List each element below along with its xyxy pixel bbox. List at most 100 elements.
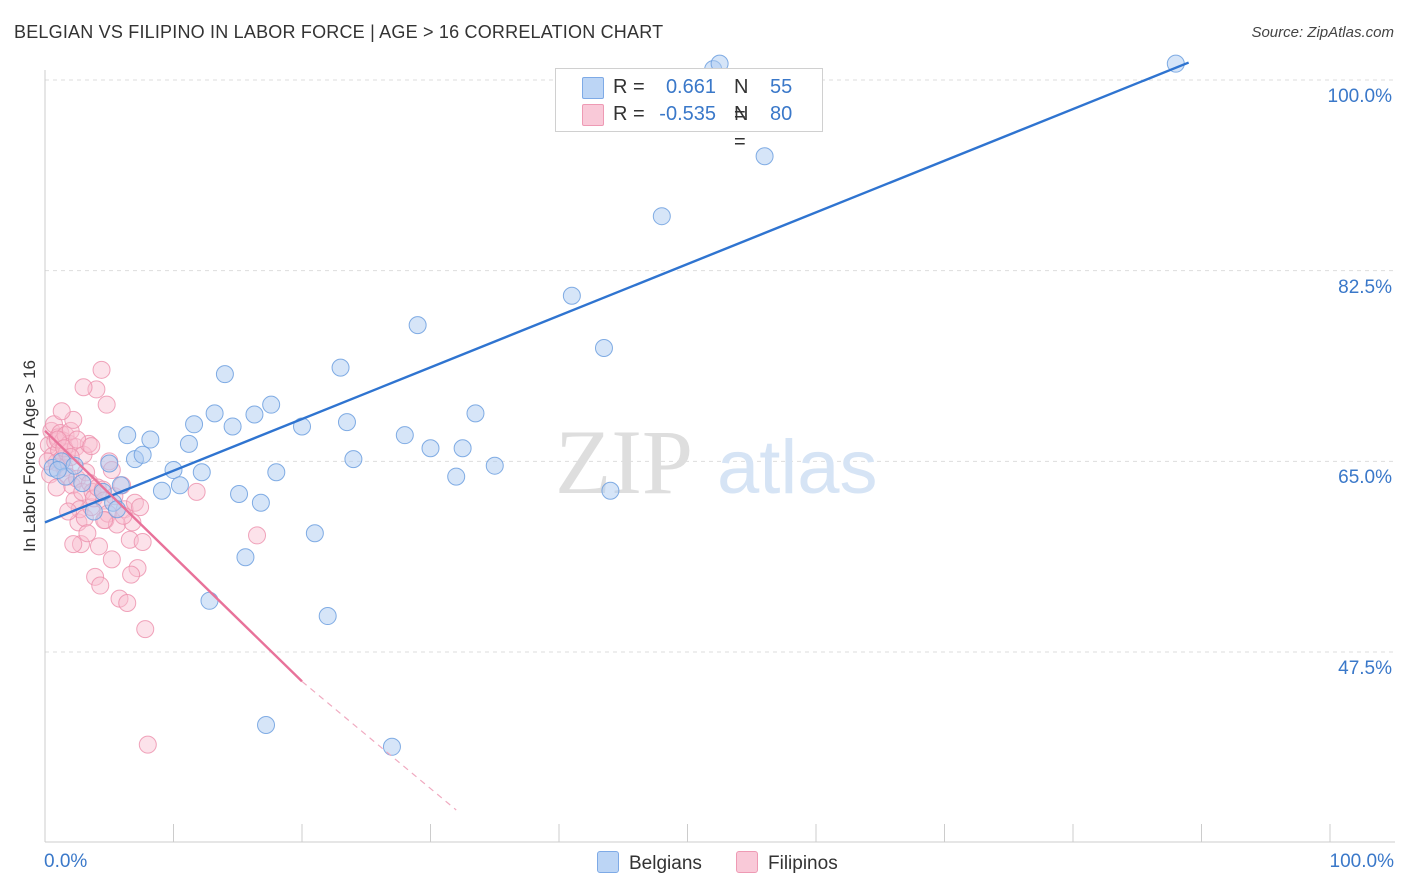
belgian-point bbox=[305, 524, 324, 543]
filipino-point bbox=[123, 513, 142, 532]
y-tick-label: 47.5% bbox=[1338, 658, 1392, 679]
belgian-point bbox=[107, 500, 126, 519]
legend-r-value-filipinos: -0.535 bbox=[659, 103, 716, 125]
belgian-trend-line bbox=[44, 61, 1190, 524]
belgian-point bbox=[179, 434, 198, 453]
filipino-point bbox=[248, 526, 267, 545]
filipino-point bbox=[122, 565, 141, 584]
legend-r-label: R = bbox=[613, 76, 645, 98]
filipino-point bbox=[86, 567, 105, 586]
belgian-point bbox=[652, 207, 671, 226]
correlation-legend: R = 0.661 N = 55 R = -0.535 N = 80 bbox=[555, 68, 823, 153]
filipino-point bbox=[91, 576, 110, 595]
legend-swatch-filipinos bbox=[582, 104, 604, 126]
series-swatch-belgians bbox=[597, 850, 619, 873]
series-legend-belgians[interactable]: Belgians bbox=[597, 850, 702, 877]
filipino-point bbox=[78, 524, 97, 543]
belgian-point bbox=[236, 548, 255, 567]
belgian-point bbox=[421, 439, 440, 458]
legend-n-label: N = bbox=[734, 76, 749, 126]
filipino-point bbox=[138, 735, 157, 754]
belgian-point bbox=[337, 413, 356, 432]
filipino-point bbox=[89, 537, 108, 556]
watermark-atlas: atlas bbox=[717, 425, 878, 510]
y-tick-label: 100.0% bbox=[1327, 86, 1392, 107]
filipino-trend-extension bbox=[301, 680, 457, 811]
filipino-point bbox=[136, 620, 155, 639]
belgian-point bbox=[100, 454, 119, 473]
watermark: ZIP atlas bbox=[555, 411, 878, 513]
filipino-point bbox=[187, 482, 206, 501]
belgian-point bbox=[118, 426, 137, 445]
series-legend-filipinos[interactable]: Filipinos bbox=[736, 850, 838, 877]
belgian-point bbox=[318, 607, 337, 626]
filipino-point bbox=[52, 402, 71, 421]
filipino-point bbox=[79, 434, 98, 453]
x-tick-label-min: 0.0% bbox=[44, 851, 88, 872]
filipino-point bbox=[64, 535, 83, 554]
belgian-point bbox=[395, 426, 414, 445]
belgian-point bbox=[245, 405, 264, 424]
filipino-point bbox=[102, 550, 121, 569]
filipino-point bbox=[128, 559, 147, 578]
belgian-point bbox=[141, 430, 160, 449]
belgian-points bbox=[43, 54, 1185, 756]
series-label-filipinos: Filipinos bbox=[768, 853, 838, 874]
legend-r-label: R = bbox=[613, 103, 645, 125]
filipino-point bbox=[92, 360, 111, 379]
belgian-point bbox=[485, 456, 504, 475]
source-credit: Source: ZipAtlas.com bbox=[1251, 24, 1394, 41]
chart-title: BELGIAN VS FILIPINO IN LABOR FORCE | AGE… bbox=[14, 22, 664, 42]
belgian-point bbox=[192, 463, 211, 482]
filipino-point bbox=[118, 593, 137, 612]
belgian-point bbox=[185, 415, 204, 434]
legend-swatch-belgians bbox=[582, 77, 604, 99]
filipino-point bbox=[82, 437, 101, 456]
filipino-point bbox=[133, 532, 152, 551]
belgian-point bbox=[344, 450, 363, 469]
belgian-point bbox=[408, 316, 427, 335]
belgian-point bbox=[230, 485, 249, 504]
y-tick-label: 82.5% bbox=[1338, 276, 1392, 298]
belgian-point bbox=[152, 481, 171, 500]
belgian-point bbox=[601, 481, 620, 500]
belgian-point bbox=[48, 461, 67, 480]
legend-n-value-belgians: 55 bbox=[770, 76, 793, 98]
belgian-point bbox=[200, 591, 219, 610]
filipino-point bbox=[71, 535, 90, 554]
belgian-point bbox=[755, 147, 774, 166]
belgian-point bbox=[257, 715, 276, 734]
belgian-point bbox=[466, 404, 485, 423]
belgian-point bbox=[251, 493, 270, 512]
filipino-point bbox=[97, 395, 116, 414]
series-label-belgians: Belgians bbox=[629, 853, 702, 874]
y-tick-label: 65.0% bbox=[1338, 467, 1392, 489]
watermark-zip: ZIP bbox=[555, 411, 693, 513]
legend-r-value-belgians: 0.661 bbox=[665, 76, 716, 98]
belgian-point bbox=[170, 476, 189, 495]
series-swatch-filipinos bbox=[736, 850, 758, 873]
belgian-point bbox=[73, 474, 92, 493]
belgian-point bbox=[133, 445, 152, 464]
belgian-point bbox=[453, 439, 472, 458]
axes bbox=[44, 70, 1395, 843]
belgian-point bbox=[223, 417, 242, 436]
filipino-point bbox=[74, 378, 93, 397]
belgian-point bbox=[594, 339, 613, 358]
belgian-point bbox=[562, 286, 581, 305]
belgian-point bbox=[215, 365, 234, 384]
trend-lines bbox=[44, 61, 1190, 811]
filipino-point bbox=[131, 498, 150, 517]
belgian-point bbox=[267, 463, 286, 482]
filipino-trend-line bbox=[44, 429, 303, 683]
gridlines bbox=[45, 79, 1395, 653]
legend-n-value-filipinos: 80 bbox=[770, 103, 793, 125]
x-tick-label-max: 100.0% bbox=[1329, 851, 1394, 872]
belgian-point bbox=[262, 395, 281, 414]
belgian-point bbox=[205, 404, 224, 423]
belgian-point bbox=[65, 456, 84, 475]
belgian-point bbox=[447, 467, 466, 486]
belgian-point bbox=[331, 358, 350, 377]
belgian-point bbox=[382, 737, 401, 756]
